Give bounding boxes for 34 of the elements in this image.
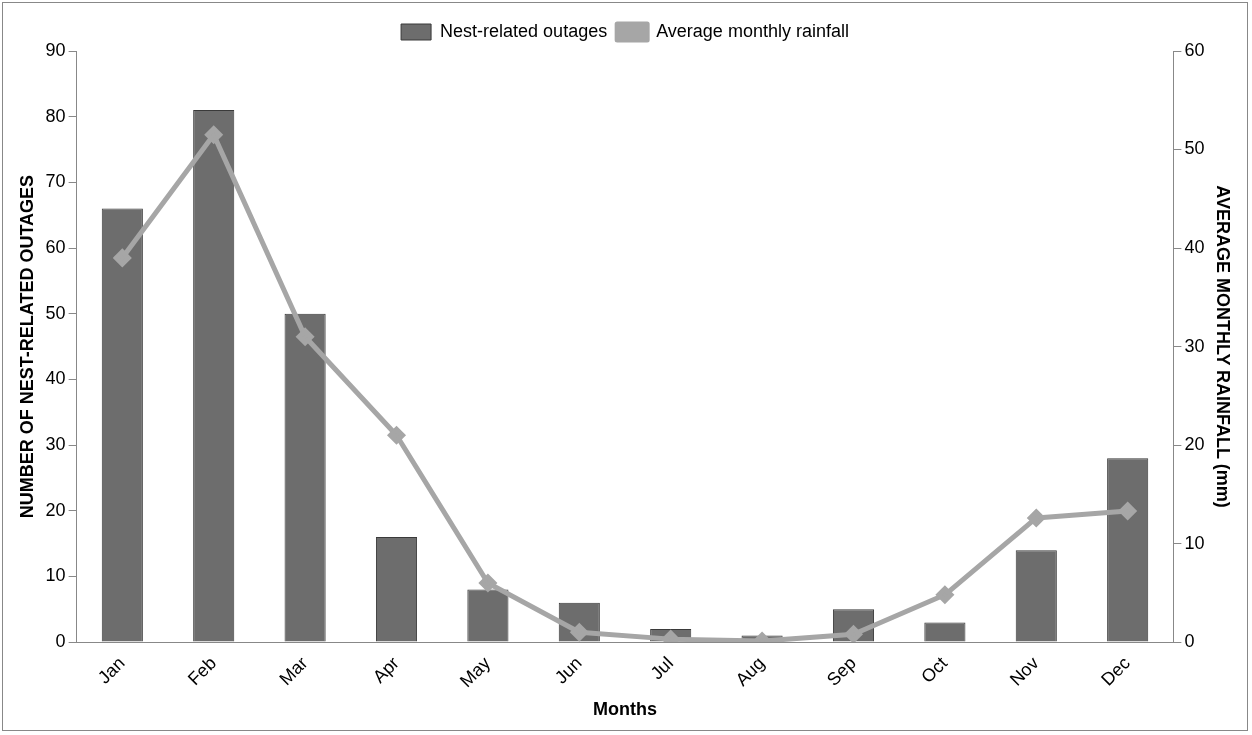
x-tick-label: Jun <box>550 652 586 688</box>
x-tick-label: Aug <box>731 652 769 690</box>
y-tick-label: 70 <box>45 171 66 192</box>
x-tick-label: Mar <box>275 652 312 689</box>
y-tick-label: 40 <box>45 368 66 389</box>
y-tick-label: 60 <box>45 237 66 257</box>
y-tick-label: 90 <box>45 39 66 60</box>
y2-axis-title: AVERAGE MONTHLY RAINFALL (mm) <box>1213 185 1234 508</box>
x-tick-label: May <box>456 652 495 692</box>
y2-tick-label: 10 <box>1184 532 1205 553</box>
y2-tick-label: 50 <box>1184 138 1205 159</box>
x-tick-label: Jan <box>93 652 129 688</box>
x-tick-label: Oct <box>917 652 952 687</box>
x-tick-label: Feb <box>183 652 221 689</box>
x-tick-label: Nov <box>1005 652 1043 690</box>
y-tick-label: 80 <box>45 105 66 126</box>
y2-tick-label: 20 <box>1184 434 1205 455</box>
y-axis-title: NUMBER OF NEST-RELATED OUTAGES <box>16 174 37 519</box>
y-tick-label: 20 <box>45 499 66 520</box>
y2-tick-label: 0 <box>1184 631 1195 652</box>
x-tick-label: Sep <box>823 652 860 690</box>
y-tick-label: 0 <box>55 631 66 652</box>
y2-tick-label: 30 <box>1184 335 1205 356</box>
legend-label: Nest-related outages <box>440 20 608 41</box>
y-tick-label: 30 <box>45 434 66 455</box>
y-tick-label: 50 <box>45 302 66 323</box>
x-tick-label: Jul <box>646 652 678 684</box>
x-tick-label: Apr <box>368 652 403 687</box>
y-tick-label: 10 <box>45 565 66 586</box>
legend-label: Average monthly rainfall <box>656 20 849 41</box>
y2-tick-label: 40 <box>1184 237 1205 257</box>
x-tick-label: Dec <box>1097 652 1135 690</box>
x-axis-title: Months <box>593 699 657 720</box>
y2-tick-label: 60 <box>1184 39 1205 60</box>
